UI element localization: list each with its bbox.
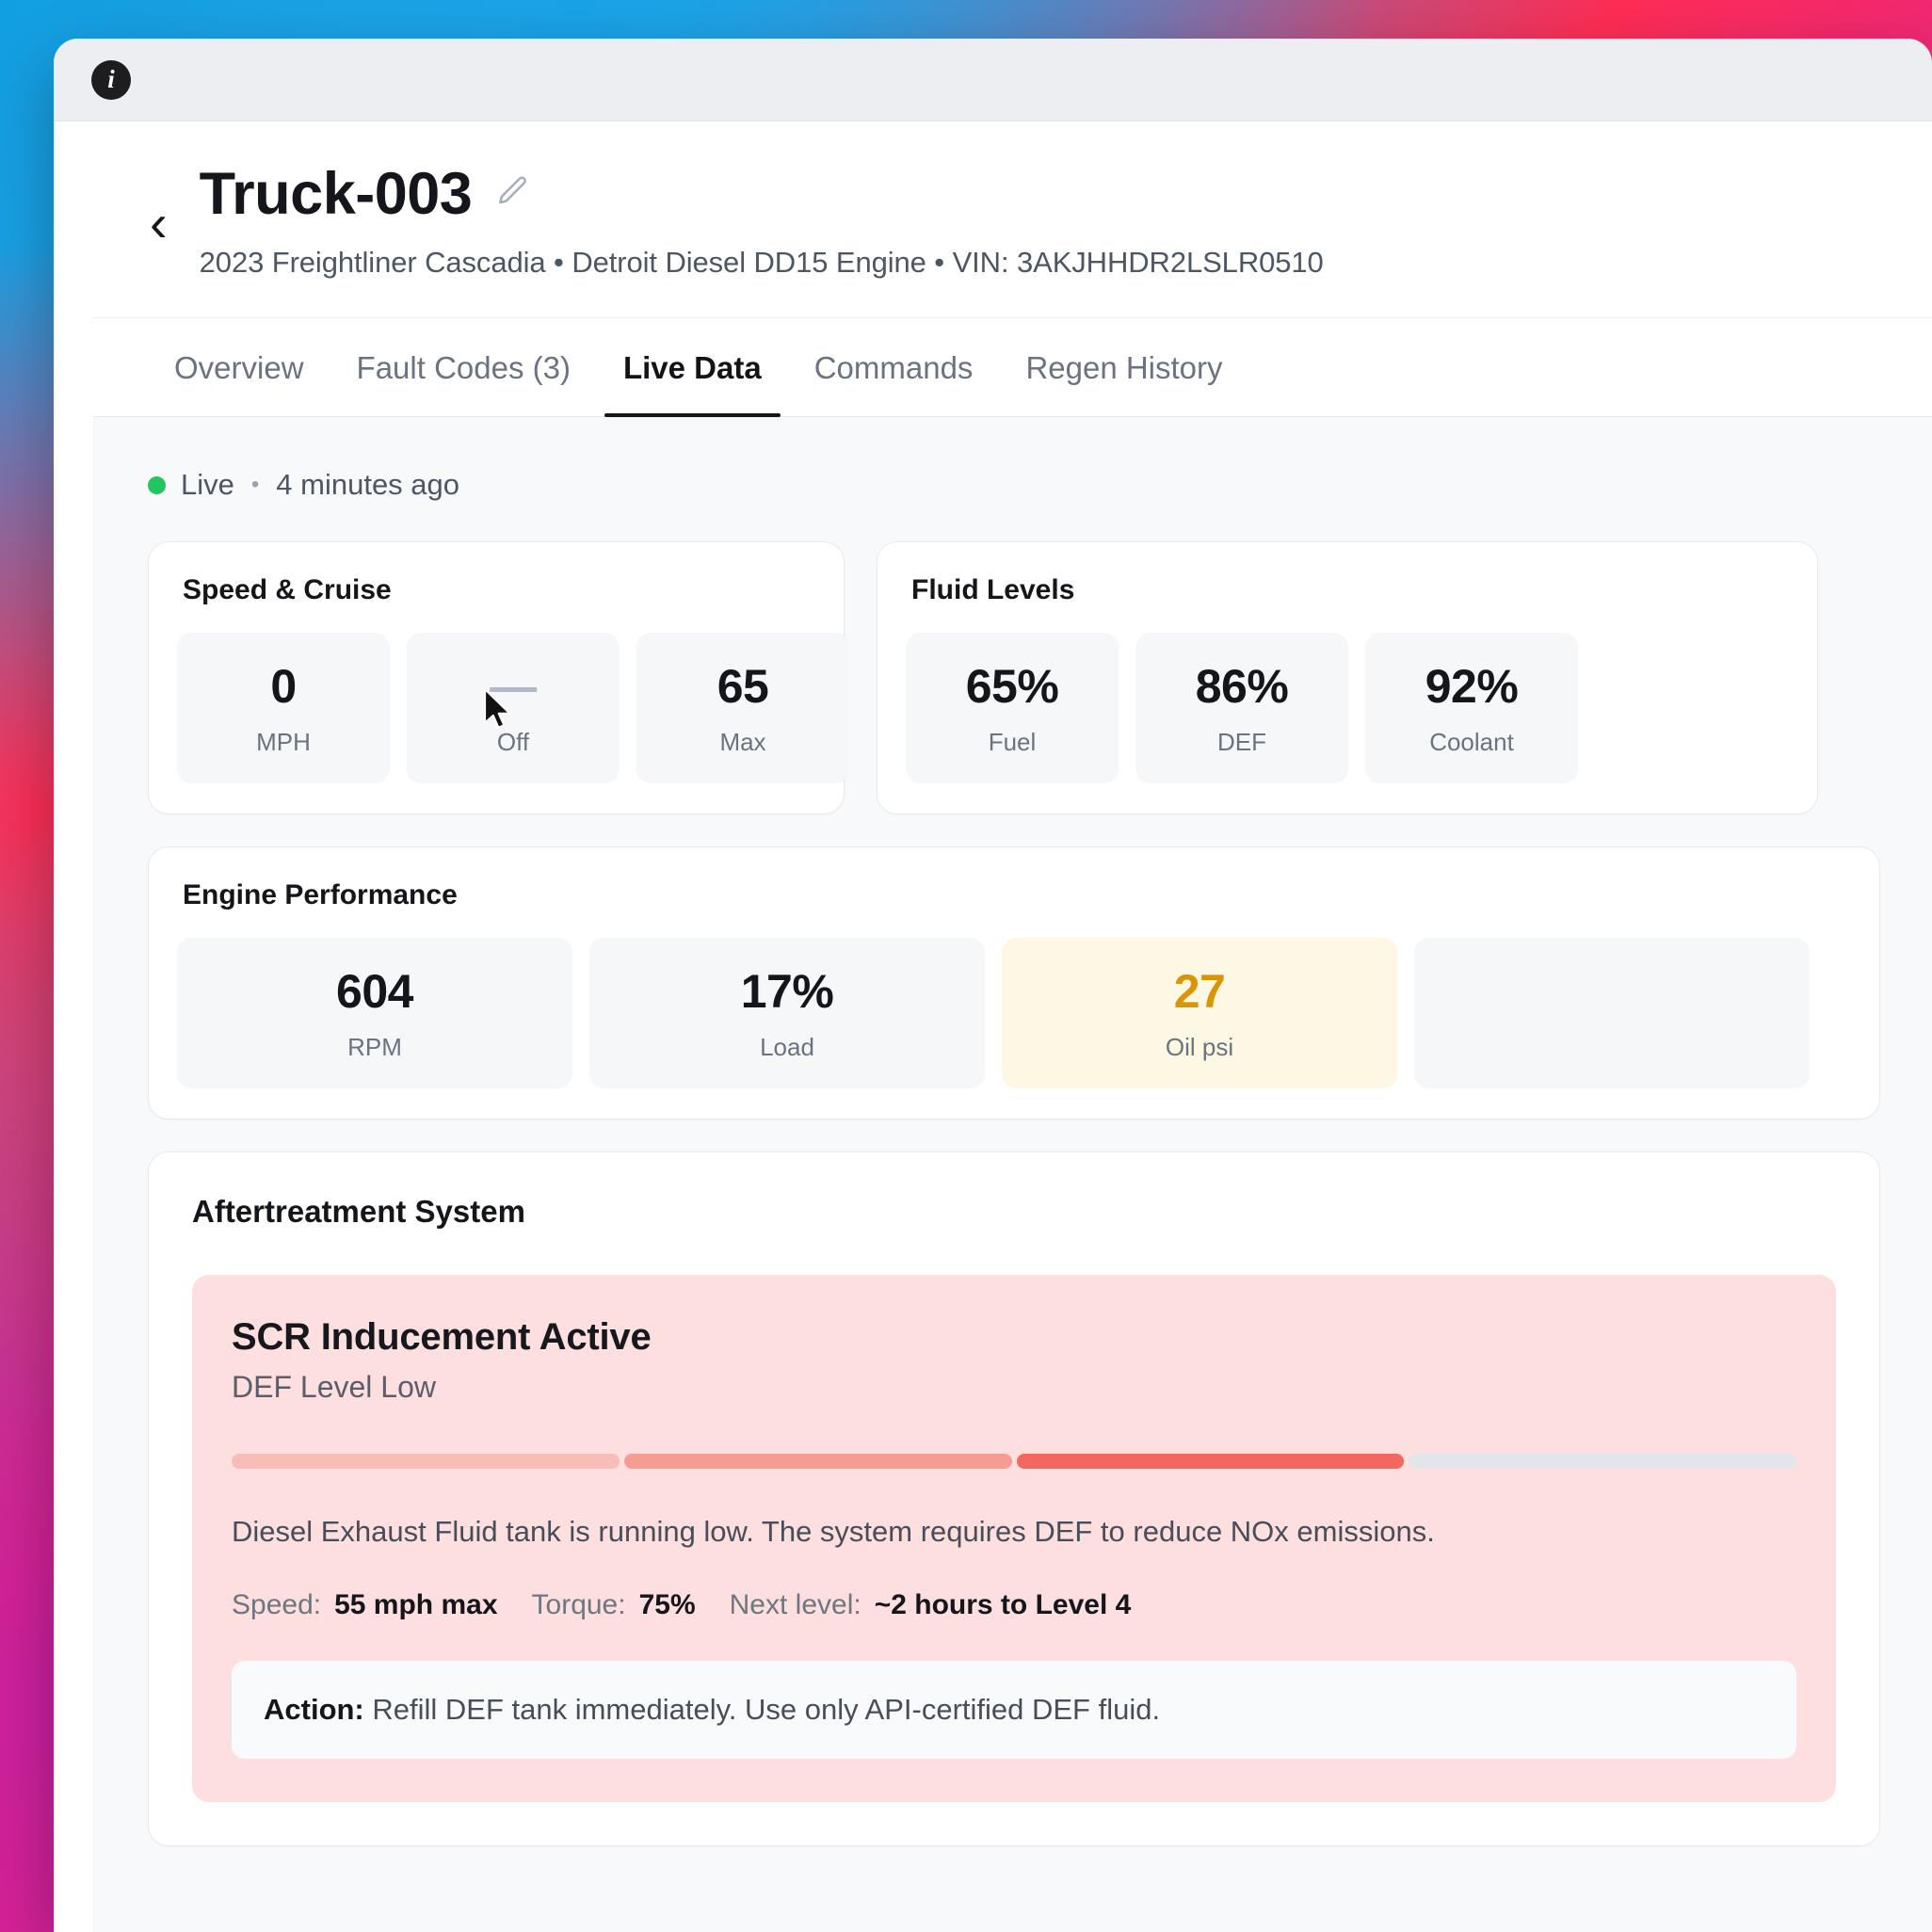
metric-torque-label: Torque: bbox=[531, 1588, 626, 1620]
title-row: Truck-003 bbox=[200, 163, 1324, 225]
engine-performance-tiles: 604 RPM 17% Load 27 Oil psi bbox=[177, 938, 1851, 1089]
tab-live-data[interactable]: Live Data bbox=[597, 318, 788, 418]
tile-load-value: 17% bbox=[740, 965, 834, 1019]
tile-max-speed-label: Max bbox=[719, 728, 766, 757]
app-window: i ‹ Truck-003 2023 Freightliner Cascadia… bbox=[54, 39, 1932, 1932]
tab-regen-history[interactable]: Regen History bbox=[1025, 350, 1223, 386]
tile-load[interactable]: 17% Load bbox=[589, 938, 985, 1089]
severity-bar bbox=[232, 1454, 1796, 1470]
tile-max-speed-value: 65 bbox=[716, 660, 769, 714]
alert-title: SCR Inducement Active bbox=[232, 1316, 652, 1359]
alert-metrics: Speed: 55 mph max Torque: 75% Next level… bbox=[232, 1589, 1796, 1621]
alert-subtitle: DEF Level Low bbox=[232, 1370, 436, 1405]
tile-max-speed[interactable]: 65 Max bbox=[636, 633, 849, 784]
tile-rpm[interactable]: 604 RPM bbox=[177, 938, 572, 1089]
alert-action-text: Refill DEF tank immediately. Use only AP… bbox=[372, 1692, 1161, 1726]
fluid-levels-card: Fluid Levels 65% Fuel 86% DEF 92% Coolan bbox=[877, 541, 1818, 815]
metric-speed-value: 55 mph max bbox=[334, 1588, 498, 1620]
metric-speed-label: Speed: bbox=[232, 1588, 322, 1620]
tile-mph[interactable]: 0 MPH bbox=[177, 633, 390, 784]
fluid-levels-tiles: 65% Fuel 86% DEF 92% Coolant bbox=[906, 633, 1789, 784]
metric-torque-value: 75% bbox=[638, 1588, 696, 1620]
status-separator: • bbox=[250, 472, 260, 498]
live-status-timestamp: 4 minutes ago bbox=[276, 468, 460, 502]
metrics-row-2: Engine Performance 604 RPM 17% Load 27 O bbox=[93, 846, 1932, 1120]
tile-engine-extra[interactable] bbox=[1414, 938, 1810, 1089]
info-icon[interactable]: i bbox=[91, 59, 131, 100]
tile-fuel-value: 65% bbox=[965, 660, 1059, 714]
speed-cruise-title: Speed & Cruise bbox=[183, 574, 392, 606]
scr-inducement-alert: SCR Inducement Active DEF Level Low Dies… bbox=[192, 1275, 1836, 1802]
tile-oil-pressure-value: 27 bbox=[1173, 965, 1226, 1019]
window-titlebar: i bbox=[54, 39, 1932, 121]
tile-mph-value: 0 bbox=[270, 660, 297, 714]
live-status-label: Live bbox=[181, 468, 234, 502]
live-status-row: Live • 4 minutes ago bbox=[93, 468, 1932, 502]
live-data-content: Live • 4 minutes ago Speed & Cruise 0 MP… bbox=[93, 417, 1932, 1932]
tab-commands[interactable]: Commands bbox=[813, 350, 974, 386]
metric-next-level-value: ~2 hours to Level 4 bbox=[874, 1588, 1132, 1620]
tile-fuel-label: Fuel bbox=[988, 728, 1037, 757]
tile-def[interactable]: 86% DEF bbox=[1135, 633, 1348, 784]
alert-action-box: Action: Refill DEF tank immediately. Use… bbox=[232, 1660, 1796, 1759]
page-header: ‹ Truck-003 2023 Freightliner Cascadia •… bbox=[93, 121, 1932, 319]
pencil-icon[interactable] bbox=[494, 174, 530, 215]
tile-cruise-value: — bbox=[490, 660, 537, 714]
header-text-block: Truck-003 2023 Freightliner Cascadia • D… bbox=[200, 163, 1324, 280]
tile-def-value: 86% bbox=[1195, 660, 1289, 714]
page-title: Truck-003 bbox=[199, 161, 473, 227]
tile-cruise[interactable]: — Off bbox=[407, 633, 620, 784]
alert-action-label: Action: bbox=[264, 1692, 364, 1726]
alert-description: Diesel Exhaust Fluid tank is running low… bbox=[232, 1515, 1435, 1549]
tile-load-label: Load bbox=[760, 1033, 814, 1062]
tile-def-label: DEF bbox=[1217, 728, 1266, 757]
tile-mph-label: MPH bbox=[256, 728, 311, 757]
metric-next-level-label: Next level: bbox=[729, 1588, 861, 1620]
tab-overview[interactable]: Overview bbox=[174, 350, 304, 386]
tile-coolant-label: Coolant bbox=[1429, 728, 1514, 757]
severity-segment-1 bbox=[232, 1454, 620, 1470]
tile-rpm-value: 604 bbox=[336, 965, 413, 1019]
live-status-dot bbox=[148, 475, 166, 494]
tab-fault-codes[interactable]: Fault Codes (3) bbox=[356, 350, 571, 386]
page-container: ‹ Truck-003 2023 Freightliner Cascadia •… bbox=[93, 121, 1932, 1932]
engine-performance-title: Engine Performance bbox=[183, 879, 458, 911]
engine-performance-card: Engine Performance 604 RPM 17% Load 27 O bbox=[148, 846, 1880, 1120]
severity-segment-2 bbox=[623, 1454, 1012, 1470]
tile-cruise-label: Off bbox=[496, 728, 530, 757]
tab-bar: Overview Fault Codes (3) Live Data Comma… bbox=[93, 318, 1932, 418]
tile-coolant-value: 92% bbox=[1425, 660, 1519, 714]
severity-segment-4 bbox=[1409, 1454, 1796, 1470]
tile-oil-pressure-label: Oil psi bbox=[1165, 1033, 1234, 1062]
back-button[interactable]: ‹ bbox=[150, 193, 168, 252]
tile-oil-pressure[interactable]: 27 Oil psi bbox=[1002, 938, 1397, 1089]
tile-coolant[interactable]: 92% Coolant bbox=[1365, 633, 1578, 784]
metrics-row-3: Aftertreatment System SCR Inducement Act… bbox=[93, 1151, 1932, 1846]
tile-fuel[interactable]: 65% Fuel bbox=[906, 633, 1119, 784]
aftertreatment-title: Aftertreatment System bbox=[192, 1194, 525, 1230]
speed-cruise-card: Speed & Cruise 0 MPH — Off 65 Max bbox=[148, 541, 849, 815]
fluid-levels-title: Fluid Levels bbox=[911, 574, 1075, 606]
speed-cruise-tiles: 0 MPH — Off 65 Max bbox=[177, 633, 849, 784]
severity-segment-3 bbox=[1016, 1454, 1405, 1470]
aftertreatment-card: Aftertreatment System SCR Inducement Act… bbox=[148, 1151, 1880, 1846]
vehicle-subtitle: 2023 Freightliner Cascadia • Detroit Die… bbox=[199, 246, 1324, 280]
metrics-row-1: Speed & Cruise 0 MPH — Off 65 Max bbox=[93, 541, 1932, 815]
tile-rpm-label: RPM bbox=[347, 1033, 402, 1062]
